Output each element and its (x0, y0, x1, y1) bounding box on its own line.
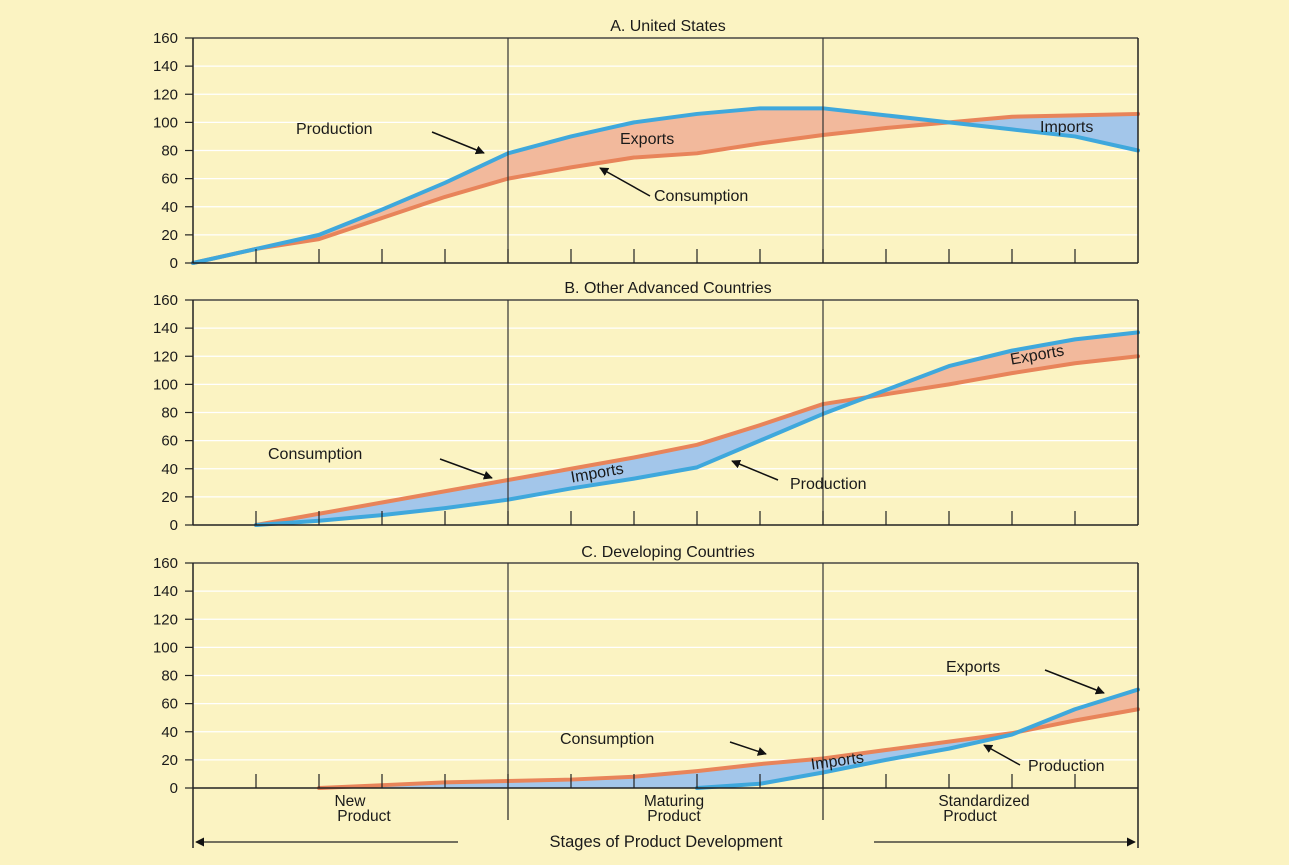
y-tick-label: 40 (161, 461, 178, 478)
panel-axes: 0 20 40 60 80 100 120 140 160 (153, 292, 1139, 534)
y-tick-label: 120 (153, 611, 178, 628)
stage-label-line1: Standardized (938, 793, 1029, 810)
panel-axes: 0 20 40 60 80 100 120 140 160 (153, 555, 1139, 797)
label-imports: Imports (1040, 119, 1093, 136)
stage-label-line2: Product (943, 808, 997, 825)
imports-area (1075, 113, 1138, 151)
arrow-consumption (439, 458, 493, 480)
panel-annotations: Production Consumption Exports Imports (296, 119, 1093, 205)
consumption-line (191, 111, 1140, 265)
exports-area (445, 153, 508, 197)
y-tick-label: 40 (161, 724, 178, 741)
exports-area (1075, 689, 1138, 721)
y-tick-label: 100 (153, 114, 178, 131)
consumption-line (317, 707, 1140, 790)
arrow-consumption (599, 167, 651, 197)
y-tick-label: 0 (170, 780, 178, 797)
panel-areas (256, 332, 1138, 525)
imports-area (760, 404, 823, 441)
production-line (191, 106, 1140, 265)
imports-area (760, 758, 823, 784)
label-consumption: Consumption (268, 446, 362, 463)
y-tick-label: 120 (153, 86, 178, 103)
exports-area (760, 108, 823, 144)
stage-label-line1: Maturing (644, 793, 704, 810)
panel-annotations: Consumption Imports Exports Production (560, 659, 1105, 775)
production-line (695, 687, 1140, 790)
arrow-production (983, 744, 1021, 766)
y-tick-label: 80 (161, 405, 178, 422)
y-tick-label: 0 (170, 517, 178, 534)
y-tick-label: 20 (161, 227, 178, 244)
arrow-exports (1044, 669, 1105, 695)
y-tick-label: 0 (170, 255, 178, 272)
y-tick-label: 100 (153, 639, 178, 656)
y-tick-label: 60 (161, 433, 178, 450)
panel-developing-countries: C. Developing Countries 0 20 40 60 80 100 120 1… (153, 544, 1140, 797)
exports-area (508, 136, 571, 179)
y-tick-label: 160 (153, 555, 178, 572)
stage-label-line2: Product (337, 808, 391, 825)
imports-area (697, 425, 760, 468)
x-axis-title: Stages of Product Development (550, 833, 783, 851)
label-imports: Imports (810, 749, 865, 773)
label-consumption: Consumption (654, 188, 748, 205)
panel-title: B. Other Advanced Countries (564, 280, 771, 297)
y-tick-label: 20 (161, 752, 178, 769)
imports-area (823, 750, 886, 773)
label-production: Production (790, 476, 867, 493)
arrow-production (431, 131, 485, 155)
y-tick-label: 160 (153, 292, 178, 309)
panel-lines (317, 687, 1140, 790)
y-tick-label: 80 (161, 143, 178, 160)
label-exports: Exports (946, 659, 1000, 676)
consumption-line (254, 354, 1140, 527)
panel-title: A. United States (610, 18, 726, 35)
y-tick-label: 20 (161, 489, 178, 506)
imports-area (508, 468, 571, 500)
panel-lines (191, 106, 1140, 265)
y-tick-label: 140 (153, 58, 178, 75)
label-exports: Exports (620, 131, 674, 148)
stage-label-line1: New (334, 793, 366, 810)
production-line (254, 330, 1140, 527)
y-tick-label: 120 (153, 348, 178, 365)
y-tick-label: 40 (161, 199, 178, 216)
y-tick-label: 60 (161, 171, 178, 188)
arrow-consumption (729, 741, 767, 756)
label-production: Production (296, 121, 373, 138)
stage-label-line2: Product (647, 808, 701, 825)
exports-area (1075, 332, 1138, 364)
y-tick-label: 100 (153, 376, 178, 393)
panel-axes: 0 20 40 60 80 100 120 140 160 (153, 30, 1139, 272)
exports-area (634, 113, 697, 158)
arrow-production (731, 459, 779, 481)
panel-other-advanced-countries: B. Other Advanced Countries 0 20 40 60 80 100… (153, 280, 1140, 534)
panel-lines (254, 330, 1140, 527)
y-tick-label: 140 (153, 583, 178, 600)
panel-areas (319, 689, 1138, 788)
label-production: Production (1028, 758, 1105, 775)
y-tick-label: 80 (161, 668, 178, 685)
panel-united-states: A. United States 0 20 40 60 80 100 120 140 160 P… (153, 18, 1140, 272)
y-tick-label: 160 (153, 30, 178, 47)
exports-area (697, 108, 760, 154)
label-consumption: Consumption (560, 731, 654, 748)
y-tick-label: 60 (161, 696, 178, 713)
y-tick-label: 140 (153, 320, 178, 337)
stage-axis: New Product Maturing Product Standardize… (192, 788, 1139, 851)
panel-title: C. Developing Countries (581, 544, 754, 561)
